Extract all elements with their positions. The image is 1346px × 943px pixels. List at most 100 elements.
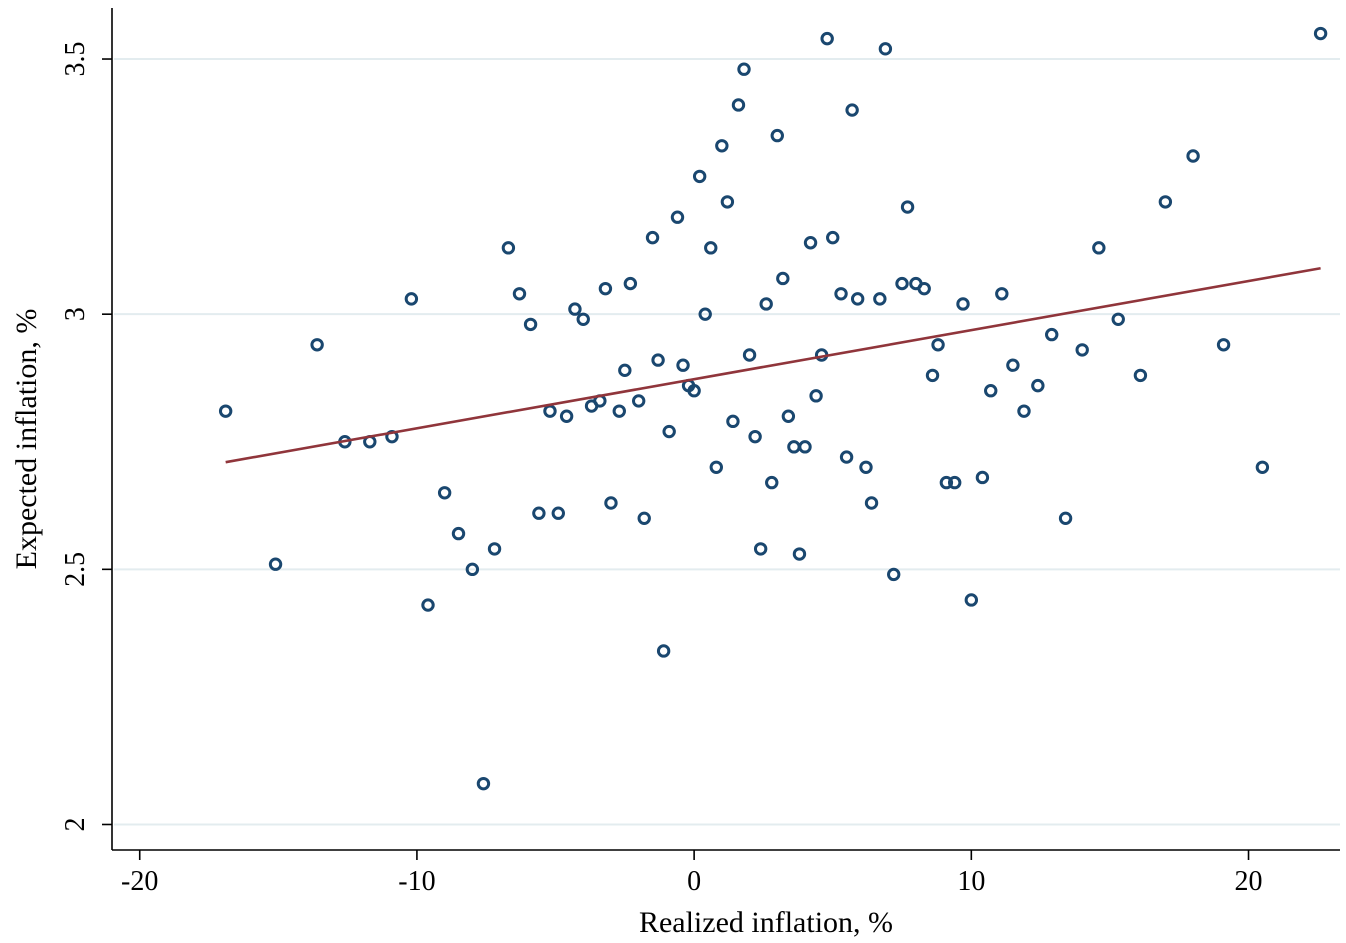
scatter-point xyxy=(512,287,527,301)
scatter-point xyxy=(839,450,854,464)
scatter-point xyxy=(637,511,651,526)
scatter-point xyxy=(895,276,909,291)
scatter-point xyxy=(850,292,865,306)
scatter-point xyxy=(532,506,546,520)
fit-line xyxy=(225,266,1321,464)
scatter-point xyxy=(787,440,801,454)
scatter-point xyxy=(662,424,676,439)
scatter-point xyxy=(404,292,419,306)
scatter-point xyxy=(931,338,945,352)
scatter-point xyxy=(704,241,718,255)
scatter-point xyxy=(781,409,796,423)
scatter-point xyxy=(873,292,887,306)
scatter-point xyxy=(759,297,773,311)
scatter-point xyxy=(1111,312,1125,326)
scatter-point xyxy=(864,496,879,510)
scatter-point xyxy=(618,363,632,378)
scatter-point xyxy=(645,230,660,245)
scatter-point xyxy=(792,547,807,561)
scatter-point xyxy=(543,404,557,418)
scatter-point xyxy=(803,236,818,250)
scatter-point xyxy=(995,287,1009,301)
scatter-point xyxy=(845,103,859,117)
x-tick-label: -10 xyxy=(398,866,435,897)
scatter-point xyxy=(1186,149,1200,163)
scatter-point xyxy=(925,368,940,383)
scatter-point xyxy=(1031,378,1045,393)
scatter-point xyxy=(692,169,707,184)
scatter-point xyxy=(770,128,784,143)
scatter-point xyxy=(568,302,582,316)
scatter-point xyxy=(715,139,729,153)
scatter-point xyxy=(826,230,840,245)
scatter-point xyxy=(476,776,491,791)
scatter-point xyxy=(878,42,893,56)
scatter-point xyxy=(670,210,685,224)
scatter-point xyxy=(698,307,712,321)
y-tick-label: 2.5 xyxy=(60,552,91,587)
x-tick-label: -20 xyxy=(121,866,158,897)
scatter-point xyxy=(656,644,671,658)
scatter-point xyxy=(753,542,768,556)
scatter-point xyxy=(487,542,502,556)
scatter-point xyxy=(1313,26,1328,41)
scatter-point xyxy=(1075,343,1089,357)
scatter-point xyxy=(709,460,723,474)
scatter-point xyxy=(1017,404,1031,418)
scatter-point xyxy=(1158,195,1173,209)
scatter-point xyxy=(437,486,452,500)
ticks: 2 2.5 3 3.5 -20 -10 0 10 20 xyxy=(60,42,1263,897)
scatter-point xyxy=(218,404,233,418)
scatter-points xyxy=(218,26,1328,791)
scatter-point xyxy=(551,506,565,520)
axes xyxy=(111,8,1340,851)
scatter-point xyxy=(1006,358,1020,372)
y-tick-label: 2 xyxy=(60,817,91,831)
scatter-point xyxy=(742,348,757,362)
grid-lines xyxy=(114,58,1340,826)
scatter-point xyxy=(421,598,435,612)
scatter-point xyxy=(731,98,746,112)
scatter-point xyxy=(687,384,701,398)
scatter-point xyxy=(465,562,480,577)
scatter-point xyxy=(1092,241,1106,255)
scatter-point xyxy=(501,241,516,255)
scatter-point xyxy=(631,394,646,408)
scatter-point xyxy=(737,62,751,76)
y-tick-label: 3 xyxy=(60,307,91,321)
scatter-point xyxy=(956,297,970,311)
scatter-point xyxy=(939,475,954,490)
scatter-point xyxy=(964,593,979,607)
scatter-point xyxy=(676,358,690,372)
scatter-point xyxy=(598,281,613,296)
scatter-point xyxy=(834,287,848,301)
scatter-point xyxy=(975,470,990,485)
scatter-point xyxy=(1216,338,1231,352)
scatter-point xyxy=(748,429,762,444)
scatter-point xyxy=(765,475,779,490)
x-axis-label: Realized inflation, % xyxy=(639,906,893,939)
scatter-point xyxy=(310,338,324,352)
scatter-point xyxy=(576,312,590,326)
scatter-point xyxy=(651,353,665,367)
scatter-point xyxy=(523,317,538,332)
scatter-point xyxy=(776,271,790,286)
scatter-point xyxy=(1045,327,1059,342)
scatter-point xyxy=(451,526,466,541)
scatter-point xyxy=(887,567,901,582)
y-tick-label: 3.5 xyxy=(60,42,91,77)
scatter-point xyxy=(798,440,812,454)
x-tick-label: 0 xyxy=(687,866,701,897)
fit-line-layer xyxy=(225,266,1321,464)
scatter-point xyxy=(1058,511,1073,526)
scatter-point xyxy=(820,31,834,46)
scatter-point xyxy=(720,195,735,209)
scatter-point xyxy=(559,409,574,423)
scatter-point xyxy=(917,281,931,296)
y-axis-label: Expected inflation, % xyxy=(10,309,43,570)
scatter-point xyxy=(726,414,740,429)
scatter-point xyxy=(900,200,915,214)
scatter-point xyxy=(612,404,626,418)
scatter-point xyxy=(268,557,283,571)
